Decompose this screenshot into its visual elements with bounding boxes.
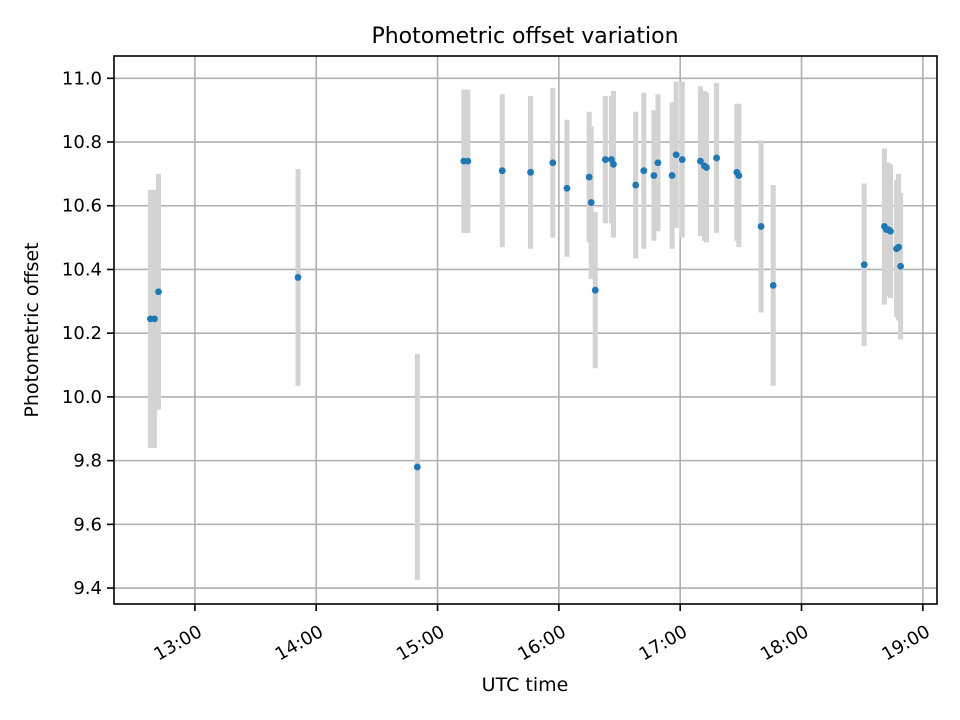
y-tick-label: 11.0	[62, 68, 102, 89]
y-tick-label: 9.4	[73, 578, 102, 599]
x-tick-label: 17:00	[636, 621, 691, 665]
y-tick-label: 10.0	[62, 387, 102, 408]
data-point	[703, 164, 710, 171]
error-bars	[147, 81, 904, 581]
data-point	[587, 199, 595, 206]
data-point	[464, 157, 472, 165]
y-axis-label: Photometric offset	[21, 242, 43, 417]
data-point	[155, 288, 162, 296]
data-point	[654, 159, 662, 167]
data-point	[610, 160, 617, 168]
y-tick-label: 10.4	[62, 259, 102, 280]
x-tick-label: 15:00	[393, 621, 448, 665]
data-point	[672, 151, 680, 159]
data-point	[650, 172, 658, 179]
chart-title: Photometric offset variation	[371, 24, 678, 49]
data-point	[585, 173, 593, 181]
data-point	[697, 157, 704, 165]
grid-layer	[114, 56, 937, 604]
data-point	[895, 243, 902, 251]
data-point	[735, 172, 743, 179]
y-axis-ticks: 9.4 9.6 9.8 10.0 10.2 10.4 10.6 10.8 11.0	[62, 68, 114, 599]
data-point	[897, 262, 905, 270]
y-tick-label: 10.8	[62, 132, 102, 153]
data-point	[591, 286, 599, 294]
data-point	[294, 274, 302, 281]
data-point	[668, 172, 676, 179]
data-point	[563, 184, 571, 192]
x-tick-label: 18:00	[757, 621, 812, 665]
data-point	[498, 167, 506, 175]
x-axis-ticks: 13:00 14:00 15:00 16:00 17:00 18:00 19:00	[150, 604, 934, 665]
data-point	[413, 463, 421, 471]
x-tick-label: 19:00	[878, 621, 933, 665]
data-point	[151, 315, 158, 323]
y-tick-label: 9.8	[73, 451, 102, 472]
data-point	[527, 168, 534, 176]
data-point	[549, 159, 557, 167]
data-point	[860, 261, 868, 269]
data-point	[757, 223, 765, 230]
data-point	[713, 154, 720, 162]
y-tick-label: 10.2	[62, 323, 102, 344]
data-point	[601, 156, 609, 163]
data-point	[678, 156, 686, 163]
x-tick-label: 13:00	[150, 621, 205, 665]
y-tick-label: 9.6	[73, 514, 102, 535]
x-tick-label: 16:00	[514, 621, 569, 665]
data-point	[632, 181, 640, 189]
x-tick-label: 14:00	[272, 621, 327, 665]
data-point	[640, 167, 648, 175]
data-point	[769, 281, 777, 289]
data-point	[887, 227, 894, 235]
x-axis-label: UTC time	[482, 674, 569, 696]
plot-frame	[113, 55, 938, 605]
data-points	[146, 151, 905, 471]
y-tick-label: 10.6	[62, 196, 102, 217]
